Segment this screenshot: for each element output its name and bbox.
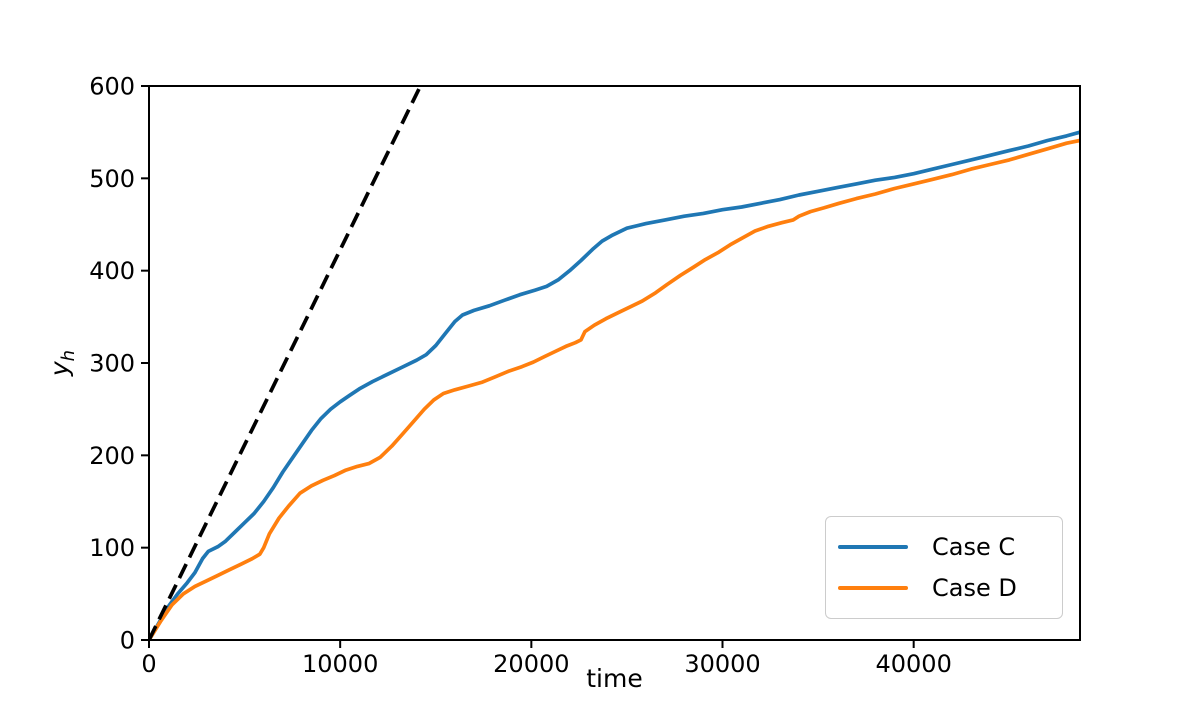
- legend-item-case-d: Case D: [838, 576, 1050, 600]
- legend-item-case-c: Case C: [838, 535, 1050, 559]
- legend: Case C Case D: [825, 516, 1063, 619]
- y-axis-tick-label: 100: [89, 534, 135, 562]
- legend-label-case-d: Case D: [932, 574, 1017, 603]
- x-axis-tick-label: 30000: [684, 650, 760, 678]
- x-axis-tick-label: 40000: [876, 650, 952, 678]
- x-axis-tick-label: 10000: [302, 650, 378, 678]
- legend-label-case-c: Case C: [932, 532, 1016, 561]
- series-group: [149, 86, 1080, 640]
- series-line-case-d: [149, 138, 1080, 640]
- y-axis-tick-label: 600: [89, 73, 135, 101]
- y-axis-label-base: y: [45, 361, 74, 377]
- y-axis-label-subscript: h: [58, 349, 79, 362]
- y-axis-tick-label: 300: [89, 350, 135, 378]
- legend-line-sample-case-c: [838, 544, 908, 549]
- y-axis-tick-label: 400: [89, 257, 135, 285]
- series-line-reference-dashed: [149, 86, 423, 640]
- y-axis-tick-label: 200: [89, 442, 135, 470]
- y-axis-tick-label: 0: [120, 627, 135, 655]
- x-axis-tick-label: 20000: [493, 650, 569, 678]
- y-axis-label: yh: [45, 350, 79, 376]
- x-axis-tick-label: 0: [141, 650, 156, 678]
- x-axis-label: time: [586, 664, 643, 693]
- y-axis-tick-label: 500: [89, 165, 135, 193]
- series-line-case-c: [149, 130, 1080, 640]
- legend-line-sample-case-d: [838, 586, 908, 591]
- plot-frame: [148, 85, 1081, 641]
